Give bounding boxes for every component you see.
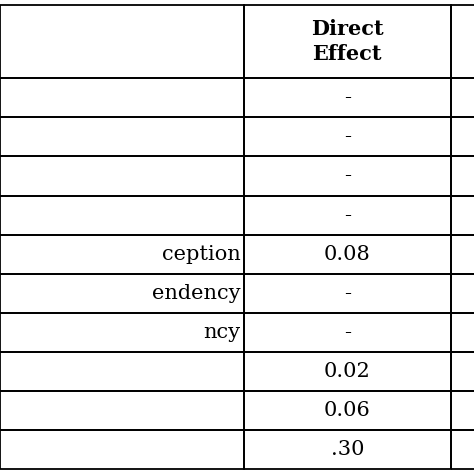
- Bar: [0, 78, 244, 118]
- Bar: [451, 195, 474, 235]
- Bar: [244, 352, 451, 391]
- Bar: [0, 391, 244, 430]
- Bar: [451, 5, 474, 78]
- Bar: [0, 313, 244, 352]
- Bar: [451, 156, 474, 195]
- Bar: [0, 5, 244, 78]
- Text: 0.08: 0.08: [324, 245, 371, 264]
- Text: -: -: [344, 323, 351, 342]
- Bar: [244, 235, 451, 274]
- Text: -: -: [344, 128, 351, 146]
- Bar: [0, 352, 244, 391]
- Bar: [244, 78, 451, 118]
- Bar: [244, 5, 451, 78]
- Text: endency: endency: [152, 284, 240, 303]
- Text: Direct
Effect: Direct Effect: [311, 19, 383, 64]
- Bar: [244, 195, 451, 235]
- Text: -: -: [344, 166, 351, 185]
- Bar: [451, 78, 474, 118]
- Text: -: -: [344, 284, 351, 303]
- Bar: [451, 274, 474, 313]
- Text: .30: .30: [330, 440, 364, 459]
- Text: -: -: [344, 206, 351, 225]
- Bar: [0, 430, 244, 469]
- Bar: [244, 313, 451, 352]
- Bar: [451, 235, 474, 274]
- Bar: [0, 195, 244, 235]
- Bar: [0, 235, 244, 274]
- Bar: [244, 156, 451, 195]
- Text: -: -: [344, 88, 351, 107]
- Bar: [451, 118, 474, 156]
- Bar: [244, 430, 451, 469]
- Bar: [451, 430, 474, 469]
- Bar: [244, 118, 451, 156]
- Text: 0.06: 0.06: [324, 401, 371, 420]
- Bar: [0, 156, 244, 195]
- Bar: [0, 118, 244, 156]
- Bar: [451, 352, 474, 391]
- Bar: [451, 313, 474, 352]
- Bar: [451, 391, 474, 430]
- Text: ception: ception: [162, 245, 240, 264]
- Bar: [244, 274, 451, 313]
- Bar: [244, 391, 451, 430]
- Text: ncy: ncy: [203, 323, 240, 342]
- Text: 0.02: 0.02: [324, 362, 371, 381]
- Bar: [0, 274, 244, 313]
